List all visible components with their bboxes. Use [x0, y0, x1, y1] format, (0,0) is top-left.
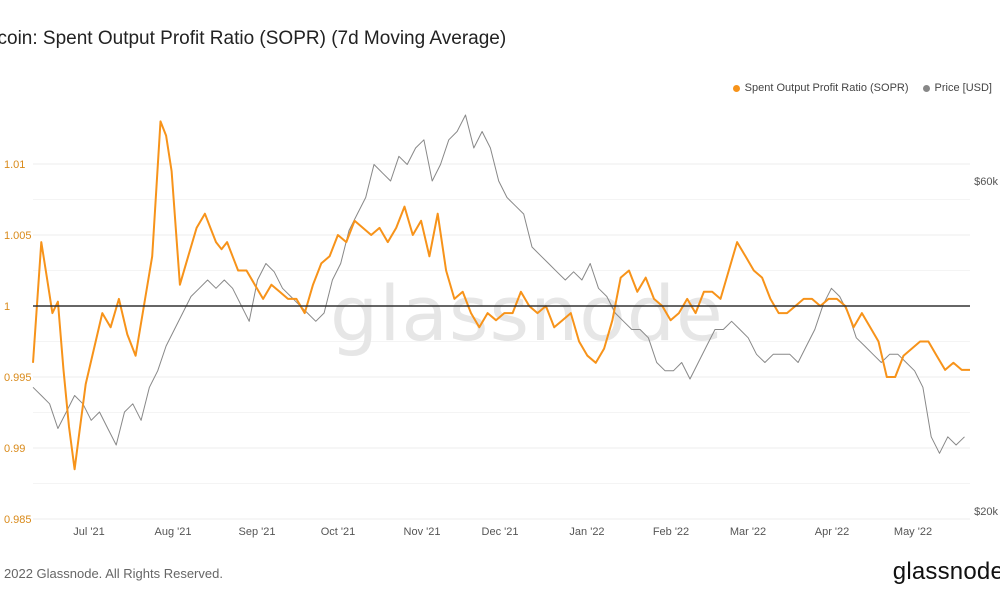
watermark: glassnode	[330, 269, 724, 358]
x-tick-label: Sep '21	[239, 526, 276, 538]
x-tick-label: Apr '22	[815, 526, 850, 538]
y-left-tick-label: 1	[4, 301, 10, 313]
y-left-tick-label: 1.01	[4, 159, 25, 171]
x-tick-label: Aug '21	[155, 526, 192, 538]
chart-title: itcoin: Spent Output Profit Ratio (SOPR)…	[0, 28, 507, 49]
y-left-tick-label: 0.985	[4, 514, 32, 526]
legend-item-price[interactable]: Price [USD]	[922, 82, 992, 94]
series-lines	[32, 114, 970, 471]
y-left-tick-label: 0.99	[4, 443, 25, 455]
x-tick-label: Mar '22	[730, 526, 766, 538]
x-tick-label: Jul '21	[73, 526, 104, 538]
x-tick-label: Oct '21	[321, 526, 356, 538]
y-axis-left: 0.985 0.99 0.995 1 1.005 1.01	[4, 159, 32, 526]
x-tick-label: Nov '21	[404, 526, 441, 538]
brand-logo: glassnode	[892, 558, 1000, 585]
legend-label-price: Price [USD]	[934, 82, 992, 94]
chart-legend: Spent Output Profit Ratio (SOPR) Price […	[732, 82, 992, 94]
x-tick-label: Jan '22	[569, 526, 604, 538]
x-axis: Jul '21 Aug '21 Sep '21 Oct '21 Nov '21 Dec '…	[73, 526, 932, 538]
x-tick-label: Dec '21	[482, 526, 519, 538]
y-left-tick-label: 1.005	[4, 230, 32, 242]
grid-lines	[33, 163, 970, 520]
y-right-tick-label: $60k	[974, 176, 998, 188]
y-right-tick-label: $20k	[974, 506, 998, 518]
y-left-tick-label: 0.995	[4, 372, 32, 384]
legend-dot-icon	[922, 84, 930, 92]
copyright-footer: 2022 Glassnode. All Rights Reserved.	[4, 566, 223, 581]
x-tick-label: Feb '22	[653, 526, 689, 538]
legend-label-sopr: Spent Output Profit Ratio (SOPR)	[744, 82, 909, 94]
legend-item-sopr[interactable]: Spent Output Profit Ratio (SOPR)	[732, 82, 909, 94]
y-axis-right: $20k $60k	[974, 176, 998, 518]
series-line-price[interactable]	[32, 114, 965, 454]
x-tick-label: May '22	[894, 526, 932, 538]
series-line-sopr[interactable]	[32, 120, 970, 471]
legend-dot-icon	[732, 84, 740, 92]
